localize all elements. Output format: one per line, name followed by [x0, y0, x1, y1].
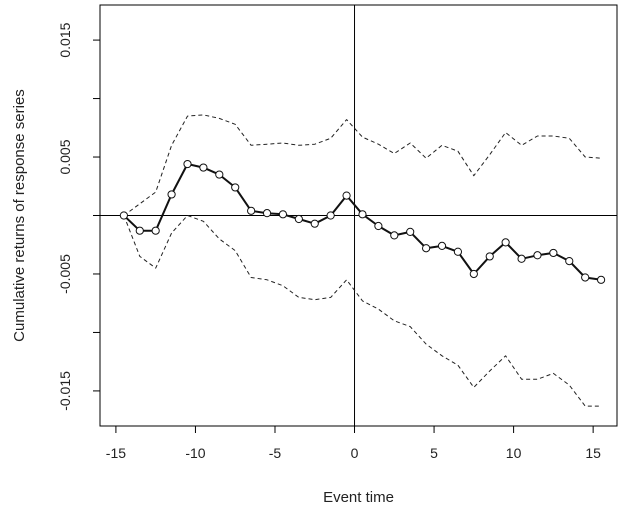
y-tick-label: 0.015 — [57, 22, 73, 57]
data-point — [215, 170, 224, 179]
data-point — [199, 163, 208, 172]
series-line-lower-bound — [123, 215, 602, 407]
data-point — [469, 269, 478, 279]
data-point — [342, 191, 351, 200]
data-point — [167, 190, 176, 199]
y-tick-label: -0.015 — [57, 371, 73, 411]
x-tick-label: -5 — [269, 445, 282, 461]
data-point — [533, 251, 542, 260]
data-point — [485, 252, 494, 261]
data-point — [119, 211, 128, 220]
data-point — [262, 209, 272, 218]
y-axis: 0.015 0.005 -0.005 -0.015 — [57, 22, 100, 411]
data-point — [549, 248, 558, 258]
data-point — [294, 214, 303, 224]
data-point — [501, 238, 510, 247]
x-tick-label: 0 — [351, 445, 359, 461]
data-point — [581, 273, 590, 282]
x-tick-label: -15 — [106, 445, 126, 461]
data-point — [374, 221, 383, 231]
data-point — [596, 275, 606, 284]
reference-lines — [100, 5, 617, 426]
data-point — [422, 244, 431, 253]
markers-layer — [119, 159, 606, 284]
data-point — [390, 231, 399, 240]
data-point — [183, 159, 192, 169]
data-point — [565, 257, 574, 266]
x-tick-label: 10 — [506, 445, 522, 461]
x-axis-title: Event time — [323, 489, 394, 506]
data-point — [247, 206, 256, 215]
data-point — [231, 183, 240, 192]
data-point — [151, 226, 160, 235]
x-axis: -15 -10 -5 0 5 10 15 — [106, 426, 601, 461]
x-tick-label: 15 — [585, 445, 601, 461]
data-point — [406, 227, 415, 236]
y-tick-label: 0.005 — [57, 139, 73, 174]
series-line-estimate — [123, 163, 602, 281]
x-tick-label: 5 — [430, 445, 438, 461]
data-point — [517, 254, 526, 263]
data-point — [278, 210, 288, 219]
series-layer — [123, 114, 602, 407]
data-point — [326, 211, 335, 220]
data-point — [135, 226, 144, 235]
data-point — [310, 219, 319, 228]
data-point — [437, 241, 447, 251]
y-tick-label: -0.005 — [57, 254, 73, 294]
x-tick-label: -10 — [185, 445, 205, 461]
data-point — [453, 247, 463, 256]
y-axis-title: Cumulative returns of response series — [11, 89, 28, 342]
data-point — [358, 210, 367, 219]
